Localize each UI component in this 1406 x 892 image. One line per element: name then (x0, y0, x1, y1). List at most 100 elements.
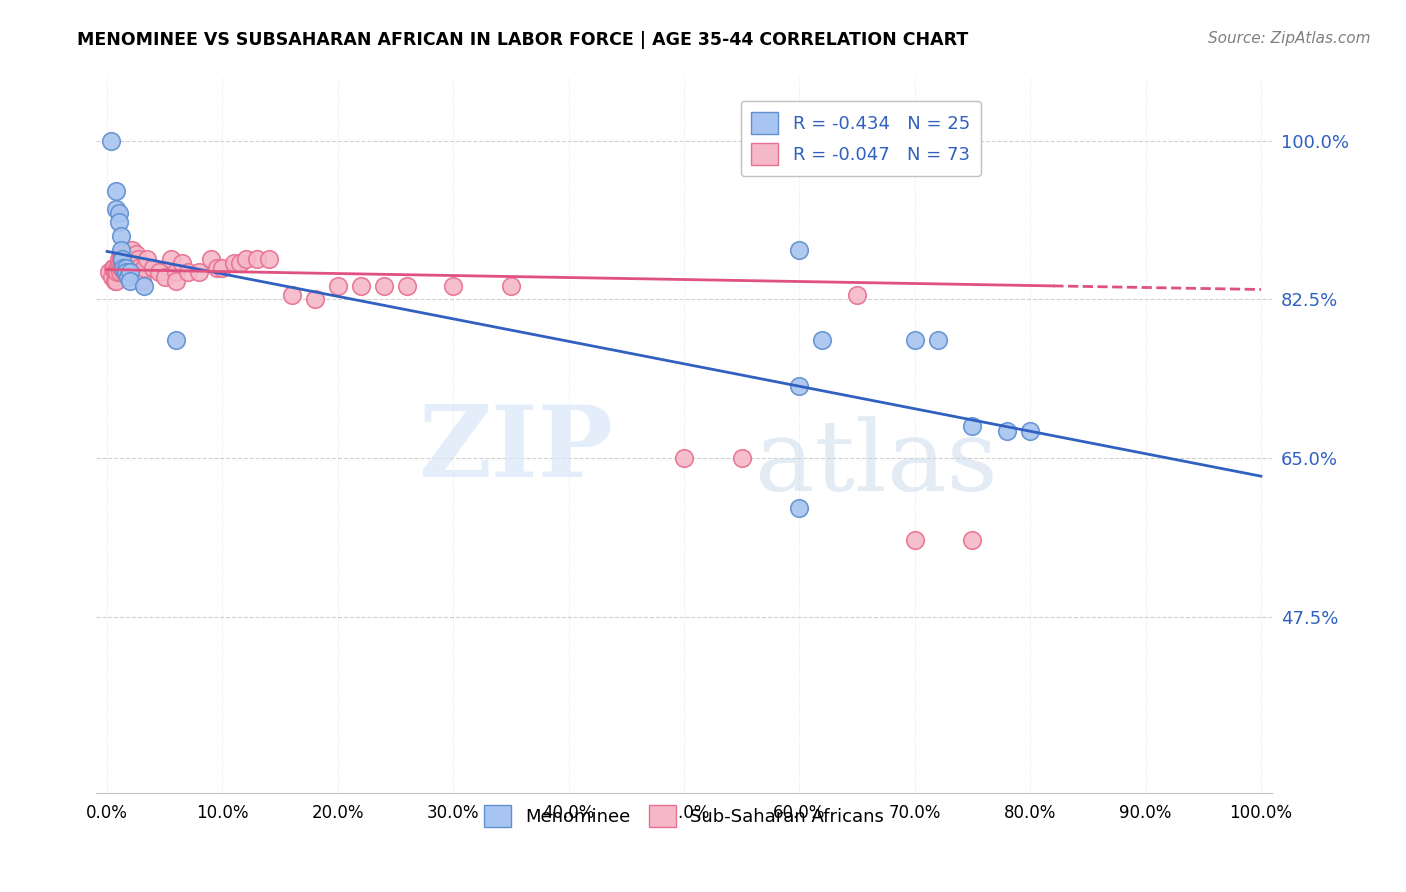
Point (125, 256, 148, 270)
Point (789, 243, 811, 257)
Point (373, 278, 395, 293)
Point (153, 269, 176, 284)
Point (117, 256, 139, 270)
Point (789, 500, 811, 515)
Point (904, 533, 927, 547)
Point (205, 260, 228, 275)
Point (107, 260, 129, 275)
Point (200, 252, 222, 266)
Point (962, 533, 984, 547)
Point (132, 278, 155, 293)
Point (904, 333, 927, 347)
Point (105, 274, 128, 288)
Point (1019, 424, 1042, 438)
Point (104, 265, 127, 279)
Point (120, 274, 142, 288)
Point (121, 243, 143, 257)
Point (131, 265, 153, 279)
Point (499, 278, 522, 293)
Point (120, 265, 142, 279)
Text: Source: ZipAtlas.com: Source: ZipAtlas.com (1208, 31, 1371, 46)
Point (98, 265, 121, 279)
Point (731, 451, 754, 466)
Point (112, 260, 135, 275)
Point (115, 265, 138, 279)
Point (112, 252, 135, 266)
Point (108, 265, 131, 279)
Point (789, 378, 811, 392)
Point (280, 288, 302, 302)
Point (396, 278, 419, 293)
Point (117, 265, 139, 279)
Point (107, 206, 129, 220)
Point (105, 265, 128, 279)
Point (136, 252, 159, 266)
Point (111, 247, 134, 261)
Point (927, 333, 949, 347)
Point (165, 274, 187, 288)
Point (118, 260, 141, 275)
Point (148, 265, 170, 279)
Point (127, 252, 149, 266)
Point (114, 252, 136, 266)
Point (229, 256, 252, 270)
Point (128, 265, 150, 279)
Point (100, 269, 122, 284)
Point (105, 202, 128, 216)
Point (107, 265, 129, 279)
Point (165, 265, 187, 279)
Point (114, 260, 136, 275)
Point (222, 256, 245, 270)
Point (117, 269, 139, 284)
Point (101, 260, 124, 275)
Point (100, 134, 122, 148)
Point (120, 265, 142, 279)
Text: ZIP: ZIP (419, 401, 613, 499)
Point (441, 278, 464, 293)
Point (811, 333, 834, 347)
Point (110, 260, 132, 275)
Point (673, 451, 696, 466)
Point (105, 184, 128, 198)
Point (111, 256, 134, 270)
Point (111, 252, 134, 266)
Point (304, 293, 326, 307)
Point (112, 260, 135, 275)
Point (350, 278, 373, 293)
Point (188, 265, 211, 279)
Point (165, 333, 187, 347)
Text: MENOMINEE VS SUBSAHARAN AFRICAN IN LABOR FORCE | AGE 35-44 CORRELATION CHART: MENOMINEE VS SUBSAHARAN AFRICAN IN LABOR… (77, 31, 969, 49)
Point (112, 265, 135, 279)
Point (112, 256, 135, 270)
Point (105, 269, 128, 284)
Point (127, 260, 149, 275)
Point (114, 260, 136, 275)
Legend: Menominee, Sub-Saharan Africans: Menominee, Sub-Saharan Africans (477, 798, 891, 834)
Point (120, 256, 142, 270)
Point (125, 247, 148, 261)
Point (995, 424, 1018, 438)
Point (235, 252, 257, 266)
Point (114, 265, 136, 279)
Point (142, 260, 165, 275)
Point (132, 260, 155, 275)
Point (110, 243, 132, 257)
Point (104, 274, 127, 288)
Text: atlas: atlas (755, 417, 997, 512)
Point (257, 252, 280, 266)
Point (110, 247, 132, 261)
Point (103, 260, 125, 275)
Point (107, 215, 129, 229)
Point (159, 252, 181, 266)
Point (246, 252, 269, 266)
Point (131, 274, 153, 288)
Point (110, 229, 132, 244)
Point (211, 260, 233, 275)
Point (177, 265, 200, 279)
Point (107, 260, 129, 275)
Point (326, 278, 349, 293)
Point (107, 252, 129, 266)
Point (122, 252, 145, 266)
Point (962, 419, 984, 434)
Point (172, 256, 194, 270)
